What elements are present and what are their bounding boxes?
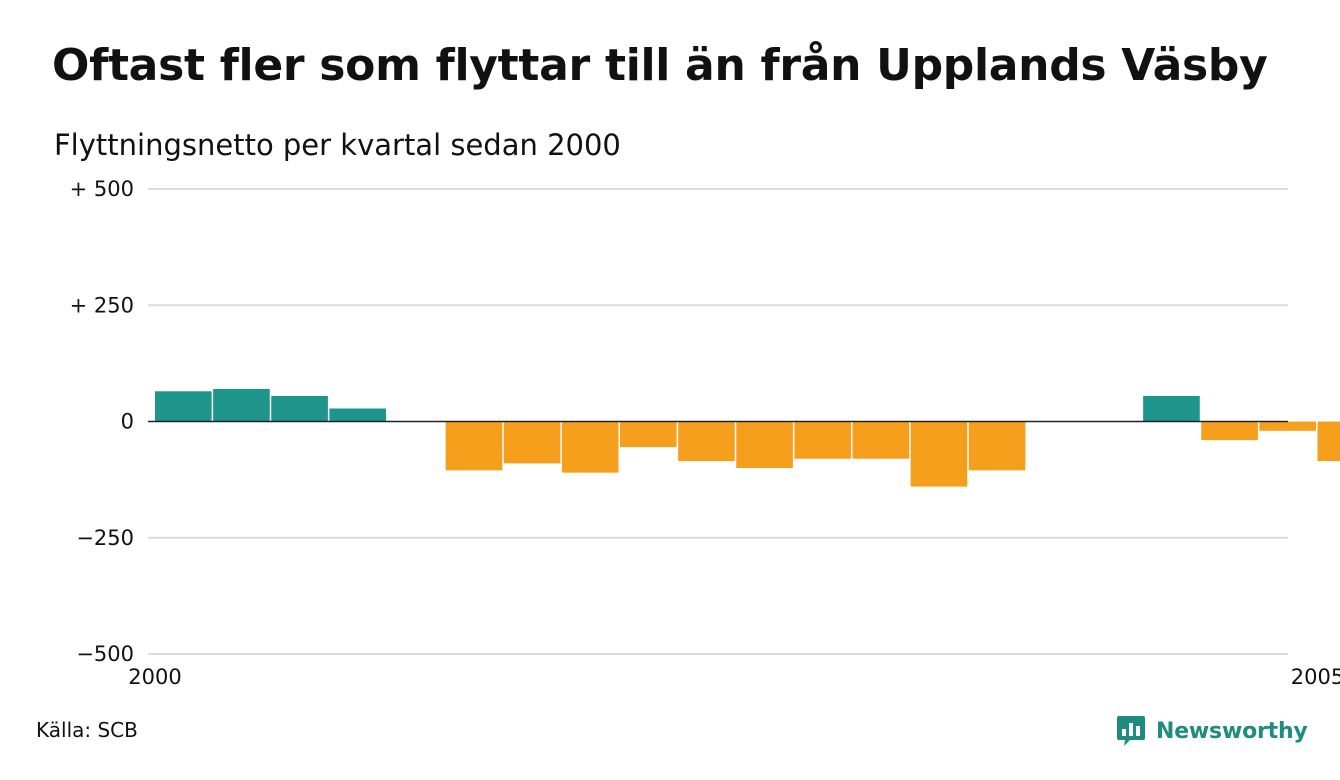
chart-subtitle: Flyttningsnetto per kvartal sedan 2000 xyxy=(54,128,621,162)
bar xyxy=(329,408,387,422)
bar xyxy=(620,421,677,448)
bar xyxy=(1317,421,1340,462)
y-tick-label: −250 xyxy=(76,526,134,550)
newsworthy-logo: Newsworthy xyxy=(1116,712,1308,750)
bar xyxy=(678,421,735,462)
y-tick-label: 0 xyxy=(121,410,134,434)
grid-lines xyxy=(148,188,1288,655)
bar xyxy=(1259,421,1317,431)
chart-bubble-icon xyxy=(1117,716,1145,746)
bar xyxy=(1143,395,1200,422)
bar xyxy=(561,421,619,473)
bar xyxy=(794,421,852,459)
chart-title: Oftast fler som flyttar till än från Upp… xyxy=(52,40,1268,91)
bar xyxy=(271,395,328,422)
bar xyxy=(155,391,212,422)
bar xyxy=(736,421,793,468)
x-tick-label: 2005 xyxy=(1291,665,1340,689)
brand-name: Newsworthy xyxy=(1156,718,1308,744)
bar xyxy=(503,421,561,464)
y-tick-label: + 500 xyxy=(70,177,134,201)
bar xyxy=(968,421,1026,471)
bars xyxy=(155,388,1340,487)
bar xyxy=(852,421,910,459)
y-tick-label: −500 xyxy=(76,642,134,666)
source-note: Källa: SCB xyxy=(36,718,138,742)
y-tick-label: + 250 xyxy=(70,293,134,317)
bar xyxy=(910,421,968,487)
bar xyxy=(213,388,270,422)
bar xyxy=(445,421,503,471)
x-tick-label: 2000 xyxy=(128,665,181,689)
bar xyxy=(1201,421,1258,441)
